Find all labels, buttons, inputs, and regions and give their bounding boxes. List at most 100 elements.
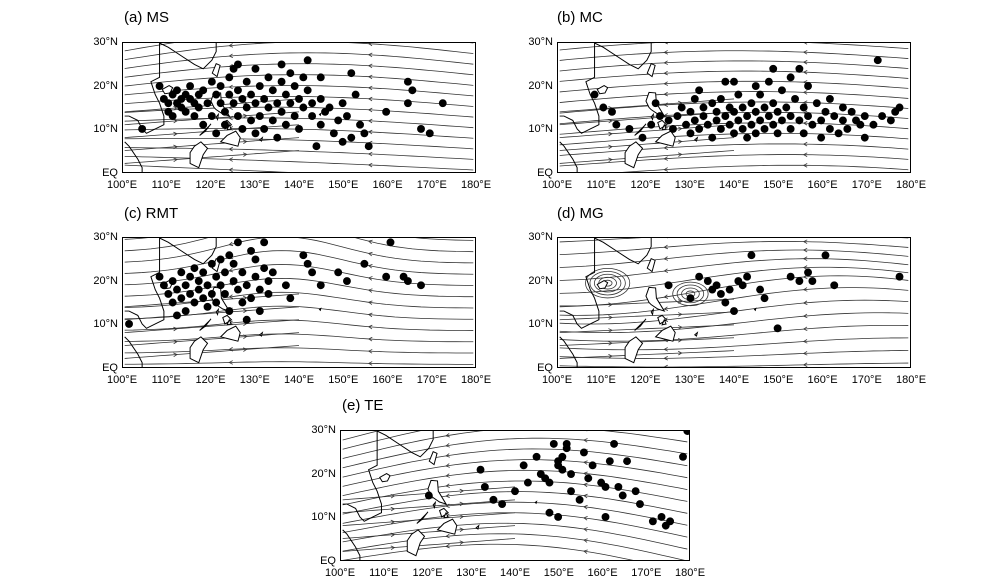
genesis-dot xyxy=(708,99,717,108)
genesis-dot xyxy=(338,137,347,146)
genesis-dot xyxy=(181,307,190,316)
streamline xyxy=(559,70,909,82)
genesis-dot xyxy=(316,73,325,82)
genesis-dot xyxy=(281,281,290,290)
streamline xyxy=(622,164,909,172)
streamline xyxy=(124,277,474,298)
lon-tick-label: 150°E xyxy=(328,179,359,191)
streamline-arrow xyxy=(583,549,588,554)
genesis-dot xyxy=(277,77,286,86)
genesis-dot xyxy=(334,268,343,277)
genesis-dot xyxy=(895,103,904,112)
lat-tick-label: 30°N xyxy=(528,36,553,48)
streamline xyxy=(559,258,909,281)
streamline-arrow xyxy=(804,43,808,45)
genesis-dot xyxy=(212,272,221,281)
streamline-arrow xyxy=(663,356,668,361)
genesis-dot xyxy=(360,129,369,138)
genesis-dot xyxy=(199,294,208,303)
genesis-dot xyxy=(756,285,765,294)
island xyxy=(199,318,212,331)
genesis-dot xyxy=(216,99,225,108)
genesis-dot xyxy=(229,277,238,285)
streamline xyxy=(559,337,909,351)
streamline-arrow xyxy=(663,268,669,273)
panel-e-plot xyxy=(342,431,689,560)
genesis-dot xyxy=(699,112,708,121)
genesis-dot xyxy=(860,112,869,121)
streamline-arrow xyxy=(583,482,588,488)
streamline-arrow xyxy=(367,129,373,135)
genesis-dot xyxy=(830,281,839,290)
genesis-dot xyxy=(273,99,282,108)
genesis-dot xyxy=(664,116,673,125)
streamline xyxy=(124,155,474,171)
lon-tick-label: 140°E xyxy=(718,179,750,191)
streamline xyxy=(124,345,300,359)
genesis-dot xyxy=(778,86,786,95)
lon-tick-label: 170°E xyxy=(416,374,447,386)
genesis-dot xyxy=(277,60,286,69)
genesis-dot xyxy=(295,125,303,133)
genesis-dot xyxy=(408,86,417,95)
streamline-arrow xyxy=(242,139,248,144)
lat-tick-label: 30°N xyxy=(93,36,118,48)
genesis-dot xyxy=(286,69,295,78)
genesis-dot xyxy=(747,120,756,129)
genesis-dot xyxy=(190,264,199,273)
streamline-arrow xyxy=(663,60,668,65)
genesis-dot xyxy=(212,298,221,307)
streamline-arrow xyxy=(802,163,808,168)
streamline-arrow xyxy=(367,85,373,91)
streamline xyxy=(342,431,421,450)
genesis-dot xyxy=(651,99,660,108)
genesis-dot xyxy=(623,457,632,466)
island xyxy=(634,123,647,136)
genesis-dot xyxy=(268,86,277,95)
genesis-dot xyxy=(203,302,212,311)
island xyxy=(259,331,264,337)
vortex-ring xyxy=(676,284,705,304)
genesis-dot xyxy=(856,120,865,129)
lon-tick-label: 110°E xyxy=(369,567,399,579)
genesis-dot xyxy=(190,112,199,121)
streamline-arrow xyxy=(367,349,373,354)
streamline-arrow xyxy=(367,107,373,113)
genesis-dot xyxy=(312,142,321,151)
genesis-dot xyxy=(225,73,234,82)
genesis-dot xyxy=(260,125,269,133)
genesis-dot xyxy=(242,103,251,112)
genesis-dot xyxy=(791,94,799,103)
genesis-dot xyxy=(601,482,610,491)
island xyxy=(596,84,609,95)
streamline xyxy=(342,501,688,526)
streamline xyxy=(342,431,688,459)
genesis-dot xyxy=(216,82,225,90)
genesis-dot xyxy=(738,103,747,112)
streamline-arrow xyxy=(663,156,669,161)
genesis-dot xyxy=(194,103,203,112)
lon-tick-label: 160°E xyxy=(587,567,618,579)
genesis-dot xyxy=(255,82,264,90)
genesis-dot xyxy=(886,116,895,125)
streamline-arrow xyxy=(367,74,373,80)
lat-tick-label: 30°N xyxy=(93,231,118,243)
genesis-dot xyxy=(764,112,773,121)
island xyxy=(646,258,656,273)
streamline-arrow xyxy=(678,337,683,343)
genesis-dot xyxy=(194,285,203,294)
streamline xyxy=(342,533,685,560)
lat-tick-label: EQ xyxy=(537,167,553,179)
island xyxy=(654,130,676,147)
streamline xyxy=(559,249,909,268)
genesis-dot xyxy=(489,495,498,504)
streamline-arrow xyxy=(228,43,234,48)
genesis-dot xyxy=(747,99,756,108)
genesis-dot xyxy=(808,120,817,129)
lat-tick-label: 30°N xyxy=(528,231,553,243)
streamline-arrow xyxy=(367,52,373,58)
lon-tick-label: 100°E xyxy=(324,567,356,579)
genesis-dot xyxy=(579,448,588,457)
streamline-arrow xyxy=(459,527,465,532)
genesis-dot xyxy=(303,86,312,95)
